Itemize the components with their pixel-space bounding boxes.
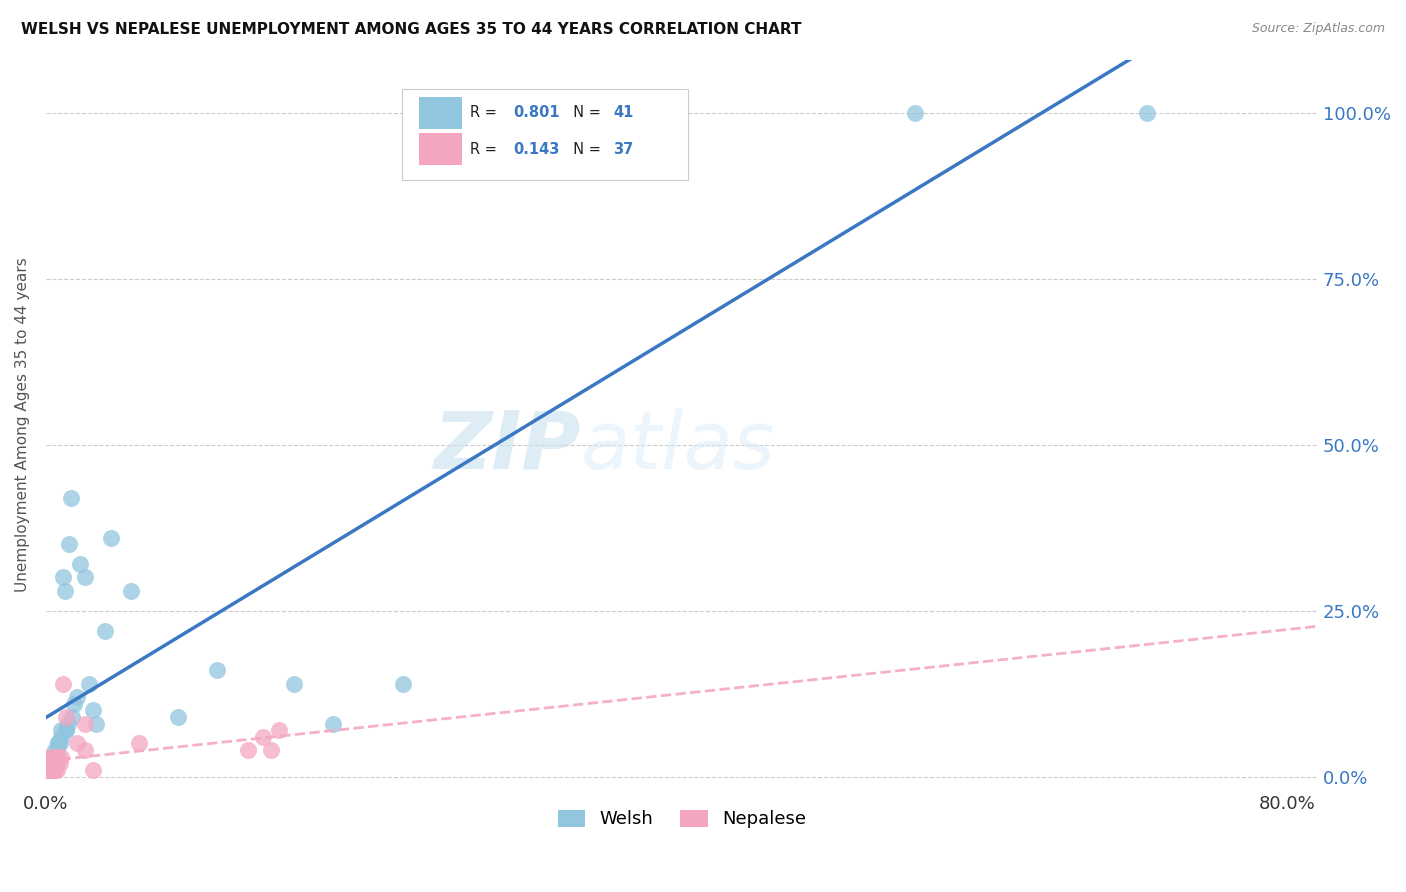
Text: 37: 37	[613, 142, 634, 157]
Text: Source: ZipAtlas.com: Source: ZipAtlas.com	[1251, 22, 1385, 36]
Point	[39, 756, 62, 771]
Point	[38, 763, 60, 777]
Point	[37, 763, 59, 777]
Point	[42, 763, 65, 777]
Point	[624, 119, 647, 133]
Point	[100, 531, 122, 545]
Point	[42, 749, 65, 764]
Text: 41: 41	[613, 105, 634, 120]
Text: N =: N =	[564, 142, 605, 157]
Point	[39, 763, 62, 777]
Point	[37, 763, 59, 777]
Point	[41, 749, 63, 764]
Point	[166, 710, 188, 724]
Point	[44, 743, 66, 757]
Point	[66, 690, 89, 704]
Point	[904, 105, 927, 120]
Point	[45, 763, 67, 777]
Point	[55, 710, 77, 724]
Point	[82, 763, 104, 777]
Point	[38, 763, 60, 777]
FancyBboxPatch shape	[419, 97, 463, 129]
Point	[49, 736, 72, 750]
FancyBboxPatch shape	[419, 134, 463, 166]
Legend: Welsh, Nepalese: Welsh, Nepalese	[551, 803, 813, 836]
Point	[128, 736, 150, 750]
Point	[84, 716, 107, 731]
Point	[59, 491, 82, 505]
Point	[267, 723, 290, 738]
Text: R =: R =	[470, 142, 501, 157]
Point	[69, 557, 91, 571]
Point	[37, 756, 59, 771]
Point	[39, 756, 62, 771]
Point	[37, 749, 59, 764]
Point	[48, 736, 70, 750]
Point	[55, 723, 77, 738]
Point	[38, 763, 60, 777]
Point	[45, 756, 67, 771]
Point	[39, 756, 62, 771]
Point	[38, 763, 60, 777]
Point	[391, 676, 413, 690]
Point	[1136, 105, 1159, 120]
Point	[39, 763, 62, 777]
Point	[52, 676, 75, 690]
Point	[37, 763, 59, 777]
Point	[56, 716, 79, 731]
Point	[51, 730, 73, 744]
Point	[55, 723, 77, 738]
Point	[45, 743, 67, 757]
Text: N =: N =	[564, 105, 605, 120]
Point	[48, 736, 70, 750]
Point	[42, 749, 65, 764]
Point	[38, 756, 60, 771]
Y-axis label: Unemployment Among Ages 35 to 44 years: Unemployment Among Ages 35 to 44 years	[15, 258, 30, 592]
Point	[51, 749, 73, 764]
Point	[44, 756, 66, 771]
Point	[37, 763, 59, 777]
Point	[79, 676, 101, 690]
Point	[52, 570, 75, 584]
Point	[51, 723, 73, 738]
Text: R =: R =	[470, 105, 501, 120]
Point	[236, 743, 259, 757]
Point	[49, 756, 72, 771]
FancyBboxPatch shape	[402, 89, 689, 180]
Point	[283, 676, 305, 690]
Point	[41, 763, 63, 777]
Point	[205, 664, 228, 678]
Point	[120, 583, 142, 598]
Point	[260, 743, 283, 757]
Text: ZIP: ZIP	[433, 408, 581, 485]
Point	[82, 703, 104, 717]
Text: atlas: atlas	[581, 408, 775, 485]
Point	[41, 749, 63, 764]
Point	[53, 583, 76, 598]
Point	[60, 710, 83, 724]
Point	[66, 736, 89, 750]
Point	[322, 716, 344, 731]
Point	[41, 763, 63, 777]
Point	[58, 537, 80, 551]
Point	[73, 716, 96, 731]
Point	[41, 756, 63, 771]
Point	[38, 763, 60, 777]
Text: 0.801: 0.801	[513, 105, 560, 120]
Point	[48, 749, 70, 764]
Point	[42, 756, 65, 771]
Point	[73, 570, 96, 584]
Point	[44, 763, 66, 777]
Point	[94, 624, 117, 638]
Point	[252, 730, 274, 744]
Text: 0.143: 0.143	[513, 142, 560, 157]
Point	[73, 743, 96, 757]
Text: WELSH VS NEPALESE UNEMPLOYMENT AMONG AGES 35 TO 44 YEARS CORRELATION CHART: WELSH VS NEPALESE UNEMPLOYMENT AMONG AGE…	[21, 22, 801, 37]
Point	[39, 763, 62, 777]
Point	[63, 697, 86, 711]
